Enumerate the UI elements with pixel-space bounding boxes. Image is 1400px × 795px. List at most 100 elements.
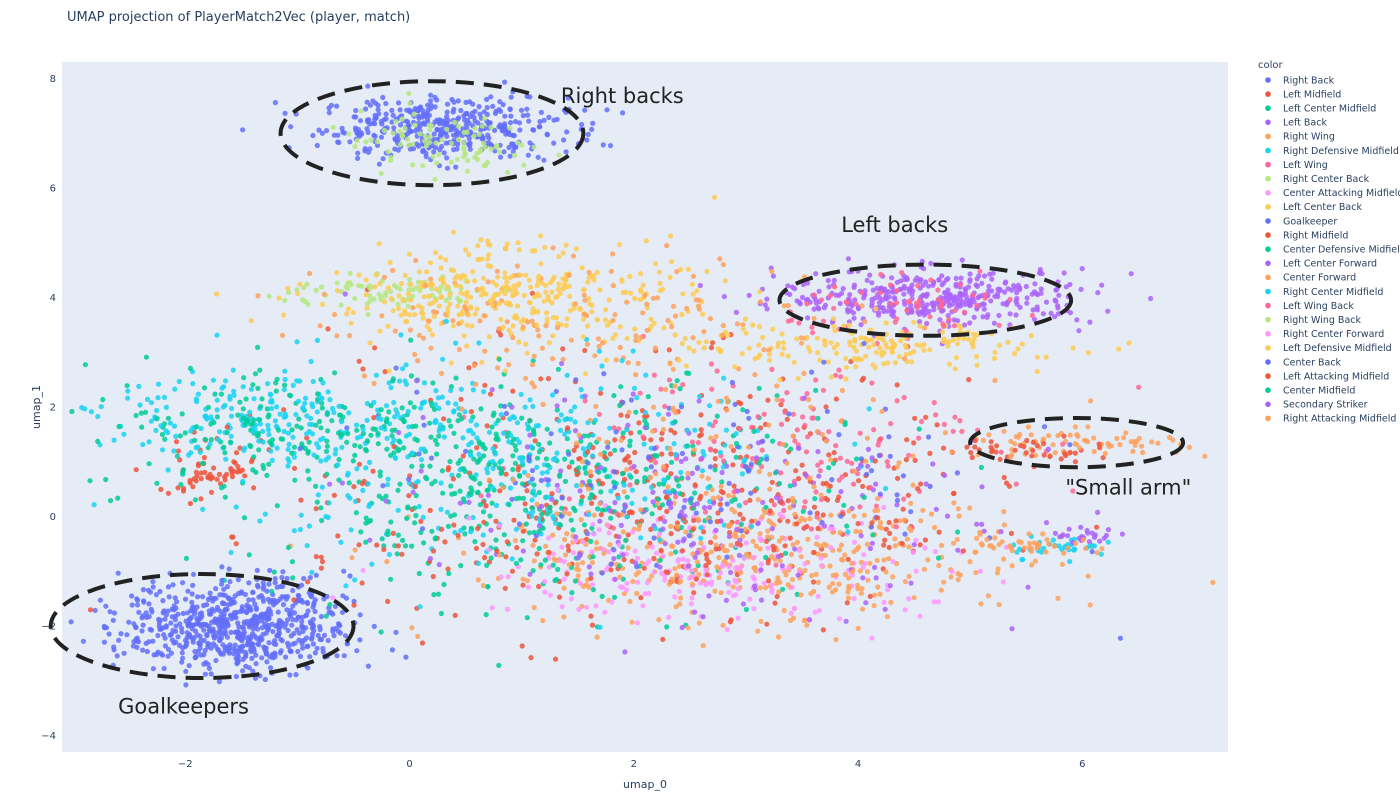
scatter-point (903, 457, 910, 463)
scatter-point (376, 161, 382, 167)
scatter-point (304, 281, 310, 287)
scatter-point (472, 125, 478, 131)
scatter-point (815, 593, 821, 599)
scatter-point (479, 256, 485, 262)
scatter-point (524, 615, 530, 621)
scatter-point (724, 626, 730, 633)
scatter-point (938, 304, 944, 310)
scatter-point (163, 404, 169, 410)
scatter-point (852, 297, 858, 303)
scatter-point (213, 586, 219, 592)
scatter-point (564, 372, 570, 378)
scatter-point (271, 597, 277, 603)
scatter-point (935, 599, 942, 605)
scatter-point (269, 457, 275, 463)
scatter-point (795, 445, 802, 451)
scatter-point (327, 602, 333, 608)
scatter-point (721, 294, 727, 300)
scatter-point (651, 569, 657, 575)
scatter-point (400, 298, 406, 304)
scatter-point (799, 515, 805, 521)
scatter-point (1009, 626, 1015, 632)
scatter-point (570, 253, 577, 259)
scatter-point (742, 457, 748, 463)
scatter-point (668, 551, 674, 557)
scatter-point (357, 637, 363, 643)
scatter-point (737, 511, 743, 517)
scatter-point (590, 453, 596, 459)
scatter-point (405, 408, 411, 414)
scatter-point (940, 321, 946, 327)
scatter-point (630, 578, 636, 585)
scatter-point (240, 384, 246, 390)
scatter-point (505, 169, 511, 175)
scatter-point (507, 153, 513, 159)
scatter-point (568, 596, 575, 602)
scatter-point (468, 409, 474, 415)
chart-title: UMAP projection of PlayerMatch2Vec (play… (67, 10, 410, 25)
scatter-point (583, 470, 589, 476)
scatter-point (347, 270, 353, 276)
scatter-point (412, 520, 418, 526)
scatter-point (159, 431, 165, 438)
scatter-point (662, 541, 668, 547)
scatter-point (580, 316, 587, 322)
scatter-point (530, 488, 537, 494)
scatter-point (890, 558, 896, 565)
scatter-point (298, 497, 304, 503)
scatter-point (1170, 437, 1176, 443)
scatter-point (530, 127, 536, 133)
scatter-point (390, 530, 396, 537)
scatter-point (456, 123, 462, 129)
scatter-point (597, 287, 603, 293)
scatter-point (182, 637, 189, 644)
scatter-point (519, 459, 526, 465)
scatter-point (523, 341, 529, 347)
scatter-point (985, 288, 992, 294)
scatter-point (597, 390, 604, 396)
scatter-point (1050, 442, 1056, 448)
scatter-point (856, 478, 862, 484)
scatter-point (963, 287, 969, 293)
scatter-point (795, 375, 801, 382)
scatter-point (921, 566, 928, 572)
scatter-point (381, 274, 387, 280)
scatter-point (784, 390, 790, 396)
scatter-point (91, 502, 97, 508)
scatter-point (443, 297, 449, 303)
scatter-point (543, 543, 549, 549)
scatter-point (815, 350, 821, 356)
scatter-point (451, 409, 457, 415)
scatter-point (851, 539, 858, 545)
scatter-point (402, 125, 408, 132)
scatter-point (796, 547, 803, 553)
scatter-point (612, 576, 618, 582)
scatter-point (535, 309, 541, 315)
scatter-point (313, 483, 319, 489)
scatter-point (826, 429, 832, 435)
scatter-point (259, 396, 265, 402)
scatter-point (210, 641, 217, 647)
scatter-point (249, 622, 255, 628)
scatter-point (917, 613, 923, 619)
scatter-point (330, 124, 336, 130)
scatter-point (683, 363, 689, 369)
scatter-point (749, 456, 756, 462)
scatter-point (352, 577, 358, 583)
scatter-point (778, 421, 785, 427)
scatter-point (407, 400, 413, 406)
scatter-point (907, 298, 913, 304)
scatter-point (360, 487, 366, 493)
scatter-point (282, 376, 288, 383)
scatter-point (921, 266, 927, 272)
scatter-point (692, 427, 698, 433)
scatter-point (720, 562, 726, 568)
scatter-point (1013, 312, 1019, 318)
scatter-point (966, 336, 972, 342)
scatter-point (382, 369, 388, 375)
scatter-point (474, 306, 480, 312)
scatter-point (432, 478, 438, 484)
scatter-point (514, 545, 520, 551)
scatter-point (585, 279, 591, 285)
scatter-point (980, 314, 986, 320)
